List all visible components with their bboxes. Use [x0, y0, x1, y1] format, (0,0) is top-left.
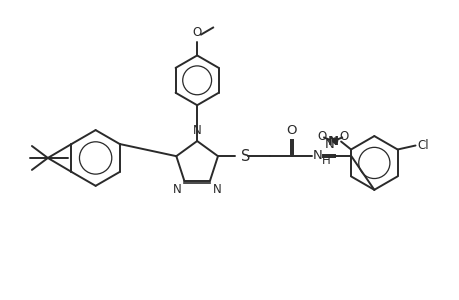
Text: N: N — [192, 124, 201, 137]
Circle shape — [332, 138, 337, 143]
Text: N: N — [213, 183, 221, 196]
Text: N: N — [312, 149, 322, 162]
Text: N: N — [327, 135, 338, 148]
Text: O: O — [317, 130, 326, 143]
Text: Cl: Cl — [417, 139, 428, 152]
Text: O: O — [339, 130, 348, 143]
Text: S: S — [241, 149, 250, 164]
Text: N: N — [324, 138, 334, 151]
Text: O: O — [286, 124, 296, 137]
Text: H: H — [321, 154, 330, 167]
Text: O: O — [192, 26, 202, 38]
Text: N: N — [172, 183, 181, 196]
